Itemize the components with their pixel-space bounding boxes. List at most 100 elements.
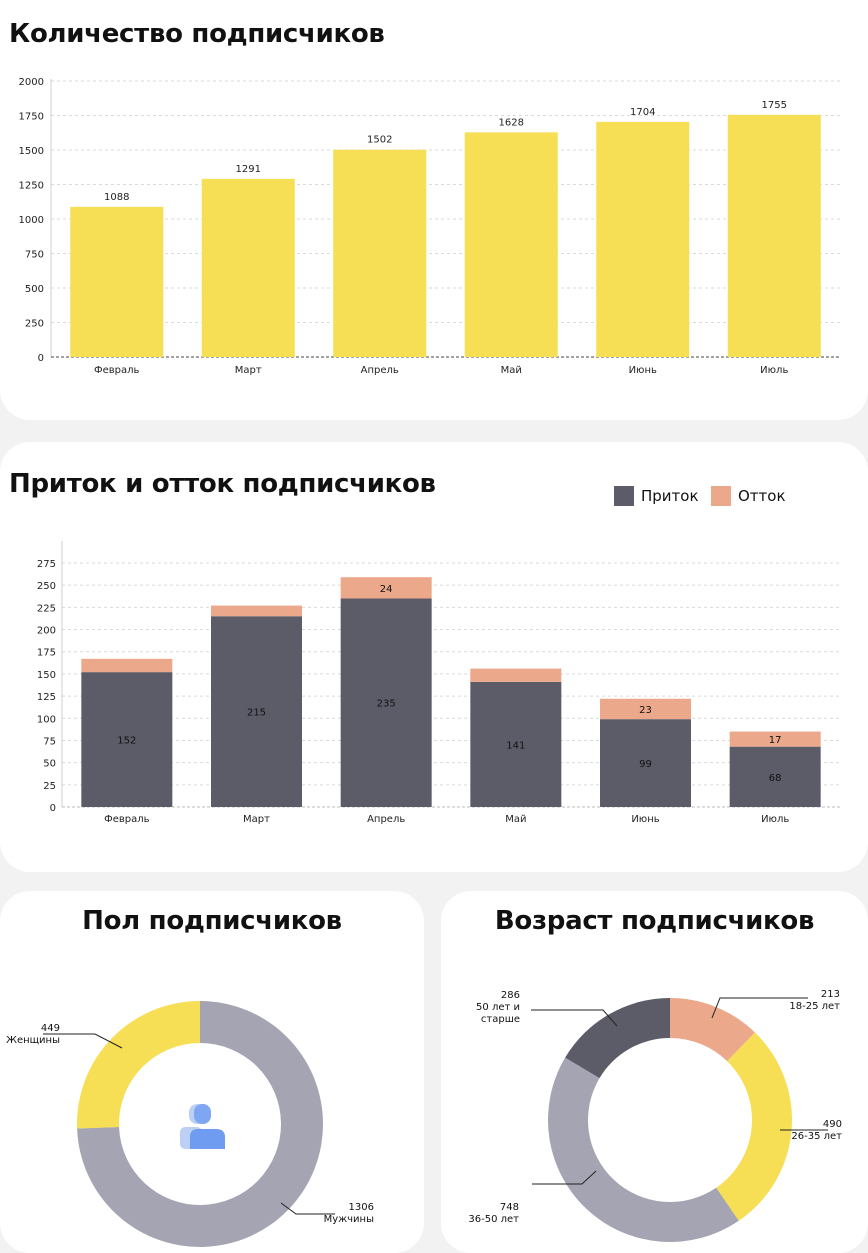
- bar-outflow-label: 23: [639, 705, 652, 716]
- callout-line: [531, 1009, 618, 1027]
- callout-line: [711, 997, 808, 1019]
- bar-inflow-label: 141: [506, 740, 525, 751]
- y-tick-label: 50: [43, 759, 56, 770]
- x-tick-label: Июль: [761, 814, 789, 825]
- bar-value-label: 1291: [236, 164, 261, 175]
- subscriber-gender-card: [0, 891, 424, 1253]
- slice-category-label: старше: [481, 1014, 520, 1025]
- legend-item-outflow: Отток: [711, 486, 786, 506]
- legend-swatch-outflow: [711, 486, 731, 506]
- bar: [727, 114, 821, 357]
- legend-label-inflow: Приток: [641, 487, 699, 505]
- bar-outflow-label: 24: [380, 584, 393, 595]
- bar: [464, 132, 558, 357]
- x-tick-label: Май: [501, 365, 522, 376]
- y-tick-label: 1250: [19, 181, 44, 192]
- bar-outflow-label: 17: [769, 735, 782, 746]
- bar-inflow: [470, 681, 562, 807]
- x-tick-label: Июнь: [629, 365, 657, 376]
- subscriber-count-title: Количество подписчиков: [9, 19, 385, 49]
- x-tick-label: Февраль: [94, 365, 140, 376]
- x-tick-label: Май: [505, 814, 526, 825]
- slice-category-label: 26-35 лет: [791, 1131, 842, 1142]
- y-tick-label: 225: [37, 603, 56, 614]
- bar-inflow-label: 99: [639, 759, 652, 770]
- slice-category-label: Женщины: [6, 1035, 60, 1046]
- bar-outflow: [340, 577, 432, 599]
- y-tick-label: 25: [43, 781, 56, 792]
- subscriber-age-card: [441, 891, 868, 1253]
- donut-slice: [670, 998, 755, 1062]
- bar: [201, 178, 295, 357]
- y-tick-label: 175: [37, 648, 56, 659]
- slice-value-label: 449: [41, 1023, 60, 1034]
- slice-category-label: 50 лет и: [476, 1002, 520, 1013]
- legend-item-inflow: Приток: [614, 486, 699, 506]
- y-tick-label: 500: [25, 284, 44, 295]
- x-tick-label: Март: [235, 365, 262, 376]
- bar-inflow: [340, 598, 432, 807]
- y-tick-label: 200: [37, 626, 56, 637]
- y-tick-label: 750: [25, 250, 44, 261]
- donut-slice: [77, 1001, 323, 1247]
- callout-line: [280, 1202, 335, 1215]
- slice-value-label: 1306: [349, 1202, 374, 1213]
- bar: [70, 206, 164, 357]
- y-tick-label: 0: [38, 353, 44, 364]
- slice-value-label: 490: [823, 1119, 842, 1130]
- bar-outflow: [211, 605, 302, 617]
- x-tick-label: Апрель: [361, 365, 399, 376]
- slice-value-label: 213: [821, 989, 840, 1000]
- bar-outflow: [81, 658, 173, 673]
- x-tick-label: Апрель: [367, 814, 405, 825]
- bar-value-label: 1088: [104, 192, 129, 203]
- x-tick-label: Июль: [760, 365, 788, 376]
- bar-value-label: 1502: [367, 135, 392, 146]
- donut-slice: [716, 1032, 792, 1221]
- y-tick-label: 250: [25, 319, 44, 330]
- bar-value-label: 1628: [499, 117, 524, 128]
- bar-value-label: 1704: [630, 107, 655, 118]
- slice-category-label: 18-25 лет: [789, 1001, 840, 1012]
- y-tick-label: 250: [37, 581, 56, 592]
- slice-category-label: 36-50 лет: [468, 1214, 519, 1225]
- bar-inflow: [211, 616, 302, 807]
- subscriber-age-title: Возраст подписчиков: [494, 906, 815, 936]
- x-tick-label: Март: [243, 814, 270, 825]
- bar-inflow-label: 152: [117, 736, 136, 747]
- y-tick-label: 125: [37, 692, 56, 703]
- x-tick-label: Февраль: [104, 814, 150, 825]
- bar-outflow: [729, 731, 821, 747]
- subscriber-gender-title: Пол подписчиков: [82, 906, 342, 936]
- slice-category-label: Мужчины: [324, 1214, 374, 1225]
- y-tick-label: 1750: [19, 112, 44, 123]
- subscriber-flow-title: Приток и отток подписчиков: [9, 469, 436, 499]
- bar-inflow: [81, 672, 173, 807]
- user-icon: [180, 1104, 225, 1149]
- y-tick-label: 1000: [19, 215, 44, 226]
- bar-inflow: [729, 746, 821, 807]
- y-tick-label: 275: [37, 559, 56, 570]
- y-tick-label: 1500: [19, 146, 44, 157]
- bar-value-label: 1755: [762, 100, 787, 111]
- callout-line: [43, 1033, 123, 1049]
- y-tick-label: 100: [37, 714, 56, 725]
- x-tick-label: Июнь: [631, 814, 659, 825]
- bar-inflow-label: 235: [377, 699, 396, 710]
- bar-inflow: [600, 719, 691, 807]
- legend-swatch-inflow: [614, 486, 634, 506]
- bar-inflow-label: 68: [769, 773, 782, 784]
- bar-inflow-label: 215: [247, 708, 266, 719]
- y-tick-label: 2000: [19, 77, 44, 88]
- y-tick-label: 75: [43, 736, 56, 747]
- bar-outflow: [470, 668, 562, 682]
- y-tick-label: 150: [37, 670, 56, 681]
- y-tick-label: 0: [50, 803, 56, 814]
- slice-value-label: 748: [500, 1202, 519, 1213]
- donut-slice: [76, 1000, 200, 1129]
- bar-outflow: [600, 698, 691, 720]
- donut-slice: [547, 1057, 739, 1242]
- legend-label-outflow: Отток: [738, 487, 786, 505]
- bar: [333, 149, 427, 357]
